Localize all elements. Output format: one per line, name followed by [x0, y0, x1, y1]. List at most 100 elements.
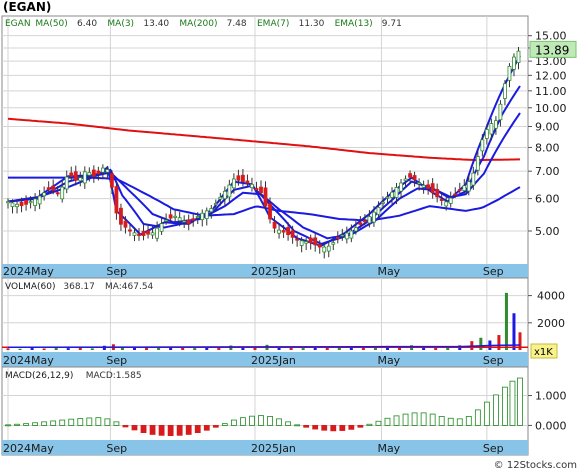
macd-legend-item: MACD(26,12,9) — [5, 371, 73, 381]
candle-body — [182, 220, 187, 223]
volume-bar — [361, 346, 365, 350]
candle-body — [326, 245, 331, 252]
candle-body — [367, 216, 372, 224]
price-legend-item: MA(50) — [35, 19, 67, 29]
candle-body — [358, 222, 363, 225]
macd-bar — [249, 415, 255, 426]
candle-body — [64, 176, 69, 190]
candle-body — [453, 193, 458, 196]
volume-bar — [193, 348, 197, 350]
volume-ma-line — [7, 344, 521, 349]
candle-body — [480, 139, 485, 152]
volume-bar — [181, 346, 185, 350]
macd-y-tick-label: 0.000 — [535, 419, 567, 432]
price-legend-item: MA(200) — [179, 19, 217, 29]
candle-body — [412, 175, 417, 181]
candle-body — [322, 246, 327, 253]
macd-bar — [517, 377, 523, 426]
candle-body — [91, 169, 96, 177]
macd-bar — [203, 425, 210, 431]
macd-bar — [502, 386, 508, 426]
price-legend-item: 7.48 — [227, 19, 247, 29]
volume-bar — [18, 348, 22, 350]
volume-bar — [289, 347, 293, 350]
candle-body — [137, 233, 141, 236]
macd-bar — [339, 425, 346, 431]
volume-bar — [66, 348, 70, 350]
volume-bar — [6, 348, 10, 350]
volume-bar — [313, 347, 317, 350]
macd-x-tick-label: 2025Jan — [251, 442, 296, 455]
candle-body — [10, 202, 15, 207]
candle-body — [516, 50, 521, 63]
candle-body — [164, 219, 169, 222]
price-x-tick-label: Sep — [106, 265, 127, 278]
macd-bar — [131, 425, 138, 431]
macd-bar — [77, 418, 84, 426]
macd-bar — [474, 409, 481, 426]
candle-body — [259, 186, 263, 194]
volume-unit-badge — [530, 343, 558, 359]
macd-bar — [23, 423, 29, 426]
candle-body — [209, 208, 214, 213]
chart-title: (EGAN) — [3, 0, 51, 14]
candle-body — [119, 207, 123, 225]
price-y-tick-label: 8.00 — [535, 141, 560, 154]
candle-body — [191, 218, 196, 221]
volume-bar — [504, 292, 508, 350]
macd-bar — [402, 413, 409, 426]
volume-bar — [349, 347, 353, 350]
candle-body — [51, 185, 56, 191]
candle-body — [498, 103, 503, 121]
last-price-label: 13.89 — [535, 43, 569, 57]
macd-bar — [122, 425, 129, 428]
volume-bar — [54, 347, 58, 350]
volume-bar — [497, 335, 501, 350]
candle-body — [155, 227, 159, 239]
candle-body — [236, 175, 241, 181]
candle-body — [168, 214, 173, 219]
volume-bar — [157, 347, 161, 350]
macd-bar — [375, 420, 382, 426]
candle-body — [435, 189, 440, 198]
volume-bar — [241, 346, 245, 350]
candle-body — [250, 183, 254, 189]
volume-bar — [120, 346, 124, 350]
candle-body — [494, 120, 498, 129]
watermark: © 12Stocks.com — [494, 460, 577, 471]
candle-body — [241, 174, 245, 183]
candle-body — [286, 227, 290, 235]
candle-body — [471, 172, 476, 186]
candle-body — [227, 184, 232, 198]
candle-body — [195, 216, 200, 219]
candle-body — [218, 196, 223, 200]
price-y-tick-label: 5.00 — [535, 225, 560, 238]
macd-bar — [447, 417, 454, 426]
candle-body — [299, 240, 304, 246]
candle-body — [489, 123, 494, 135]
volume-x-tick-label: Sep — [483, 354, 504, 367]
candle-body — [268, 203, 272, 220]
candle-body — [475, 156, 480, 171]
price-y-tick-label: 13.00 — [535, 55, 567, 68]
candle-body — [100, 167, 105, 173]
volume-bar — [301, 348, 305, 350]
candle-body — [394, 187, 399, 198]
volume-bar — [132, 347, 136, 350]
macd-bar — [420, 412, 427, 426]
macd-bar — [348, 425, 355, 430]
candle-body — [385, 196, 390, 199]
volume-bar — [337, 347, 341, 350]
candle-body — [317, 244, 322, 248]
candle-body — [55, 192, 60, 195]
candle-body — [439, 198, 444, 201]
volume-x-tick-label: 2025Jan — [251, 354, 296, 367]
candle-body — [313, 237, 318, 246]
volume-bar — [30, 347, 34, 350]
macd-bar — [330, 425, 337, 432]
macd-bar — [483, 401, 490, 426]
candle-body — [444, 201, 449, 207]
volume-bar — [42, 348, 46, 350]
candle-body — [222, 190, 227, 200]
candle-body — [372, 211, 376, 223]
